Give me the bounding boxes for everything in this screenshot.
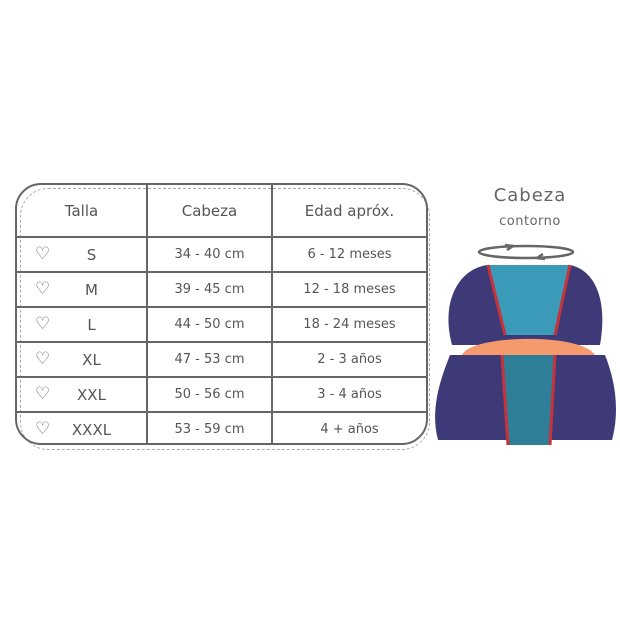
- size-cell: ♡ S: [17, 238, 148, 271]
- head-circumference: 44 - 50 cm: [148, 308, 273, 341]
- illustration-subtitle: contorno: [499, 214, 561, 229]
- heart-outline-icon: ♡: [35, 243, 51, 264]
- heart-outline-icon: ♡: [35, 418, 51, 439]
- head-circumference: 53 - 59 cm: [148, 413, 273, 443]
- head-circumference: 34 - 40 cm: [148, 238, 273, 271]
- heart-outline-icon: ♡: [35, 313, 51, 334]
- size-cell: ♡ M: [17, 273, 148, 306]
- approx-age: 18 - 24 meses: [303, 317, 396, 332]
- table-row: ♡ XXL 50 - 56 cm 3 - 4 años: [17, 376, 426, 411]
- heart-outline-icon: ♡: [35, 348, 51, 369]
- header-talla: Talla: [17, 185, 148, 236]
- head-circumference: 39 - 45 cm: [148, 273, 273, 306]
- table-row: ♡ L 44 - 50 cm 18 - 24 meses: [17, 306, 426, 341]
- size-label: M: [85, 280, 98, 299]
- size-cell: ♡ L: [17, 308, 148, 341]
- heart-outline-icon: ♡: [35, 383, 51, 404]
- table-row: ♡ S 34 - 40 cm 6 - 12 meses: [17, 236, 426, 271]
- size-table: Talla Cabeza Edad apróx. ♡ S 34 - 40 cm 6…: [15, 183, 428, 445]
- header-edad: Edad apróx.: [304, 201, 395, 220]
- approx-age: 2 - 3 años: [317, 352, 382, 367]
- head-circumference: 47 - 53 cm: [148, 343, 273, 376]
- size-cell: ♡ XXXL: [17, 413, 148, 443]
- table-row: ♡ XL 47 - 53 cm 2 - 3 años: [17, 341, 426, 376]
- approx-age: 12 - 18 meses: [303, 282, 396, 297]
- size-cell: ♡ XXL: [17, 378, 148, 411]
- size-label: XXXL: [71, 420, 112, 439]
- size-cell: ♡ XL: [17, 343, 148, 376]
- table-row: ♡ M 39 - 45 cm 12 - 18 meses: [17, 271, 426, 306]
- size-label: L: [87, 315, 96, 334]
- size-label: XXL: [77, 385, 106, 404]
- approx-age: 3 - 4 años: [317, 387, 382, 402]
- approx-age: 6 - 12 meses: [307, 247, 392, 262]
- head-circumference: 50 - 56 cm: [148, 378, 273, 411]
- table-row: ♡ XXXL 53 - 59 cm 4 + años: [17, 411, 426, 443]
- hat-illustration: [435, 243, 616, 446]
- table-header: Talla Cabeza Edad apróx.: [17, 185, 426, 236]
- dashed-outline: [20, 188, 430, 450]
- header-cabeza: Cabeza: [148, 185, 273, 236]
- circular-arrows-icon: [477, 243, 575, 261]
- hat-print-panel: [488, 265, 570, 335]
- head-measure-panel: Cabeza contorno: [440, 185, 620, 229]
- size-label: S: [86, 245, 97, 264]
- heart-outline-icon: ♡: [35, 278, 51, 299]
- illustration-title: Cabeza: [493, 185, 567, 206]
- approx-age: 4 + años: [320, 422, 379, 437]
- hat-visor: [462, 338, 595, 355]
- size-label: XL: [82, 350, 101, 369]
